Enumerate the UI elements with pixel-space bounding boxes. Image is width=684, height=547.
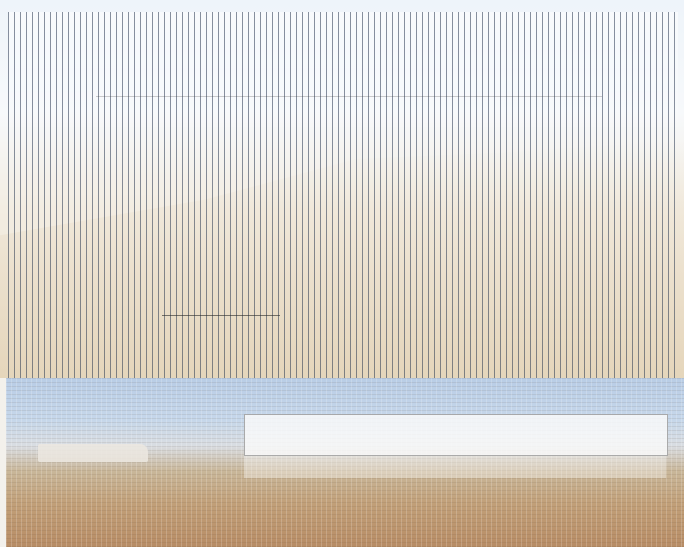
vertical-blinds xyxy=(8,12,678,378)
title-divider xyxy=(96,96,602,97)
harbour-photo xyxy=(6,378,684,547)
ship-shape xyxy=(38,444,148,462)
short-divider xyxy=(162,315,280,316)
banner-underlay xyxy=(244,454,666,478)
photo-banner[interactable] xyxy=(244,414,668,456)
